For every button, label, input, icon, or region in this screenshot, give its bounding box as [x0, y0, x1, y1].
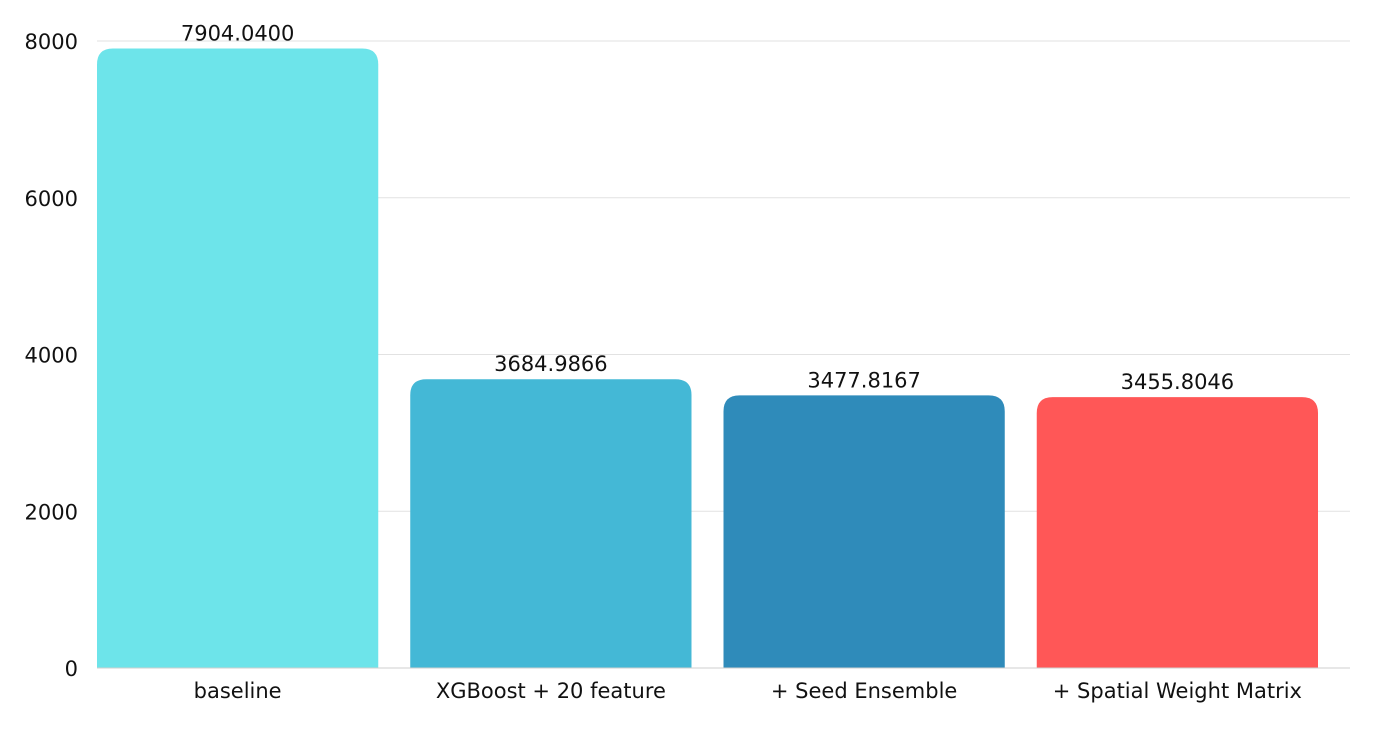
axes: 0 2000 4000 6000 8000 baseline XGBoost + 20 fe…	[25, 30, 1350, 703]
y-tick-label: 0	[65, 657, 78, 681]
bar	[97, 48, 379, 668]
bar	[1036, 397, 1318, 668]
bar-value-label: 3684.9866	[494, 352, 608, 376]
bar	[723, 395, 1005, 668]
bar-value-label: 3477.8167	[807, 368, 921, 392]
bar	[410, 379, 692, 668]
x-category-label: baseline	[194, 679, 282, 703]
x-category-label: XGBoost + 20 feature	[436, 679, 666, 703]
y-tick-label: 4000	[25, 344, 78, 368]
bars: 7904.0400 3684.9866 3477.8167 3455.8046	[97, 22, 1318, 668]
y-tick-label: 2000	[25, 500, 78, 524]
x-category-label: + Spatial Weight Matrix	[1053, 679, 1302, 703]
y-tick-label: 8000	[25, 30, 78, 54]
bar-value-label: 3455.8046	[1121, 370, 1235, 394]
bar-value-label: 7904.0400	[181, 22, 295, 46]
y-tick-label: 6000	[25, 187, 78, 211]
x-category-label: + Seed Ensemble	[771, 679, 957, 703]
